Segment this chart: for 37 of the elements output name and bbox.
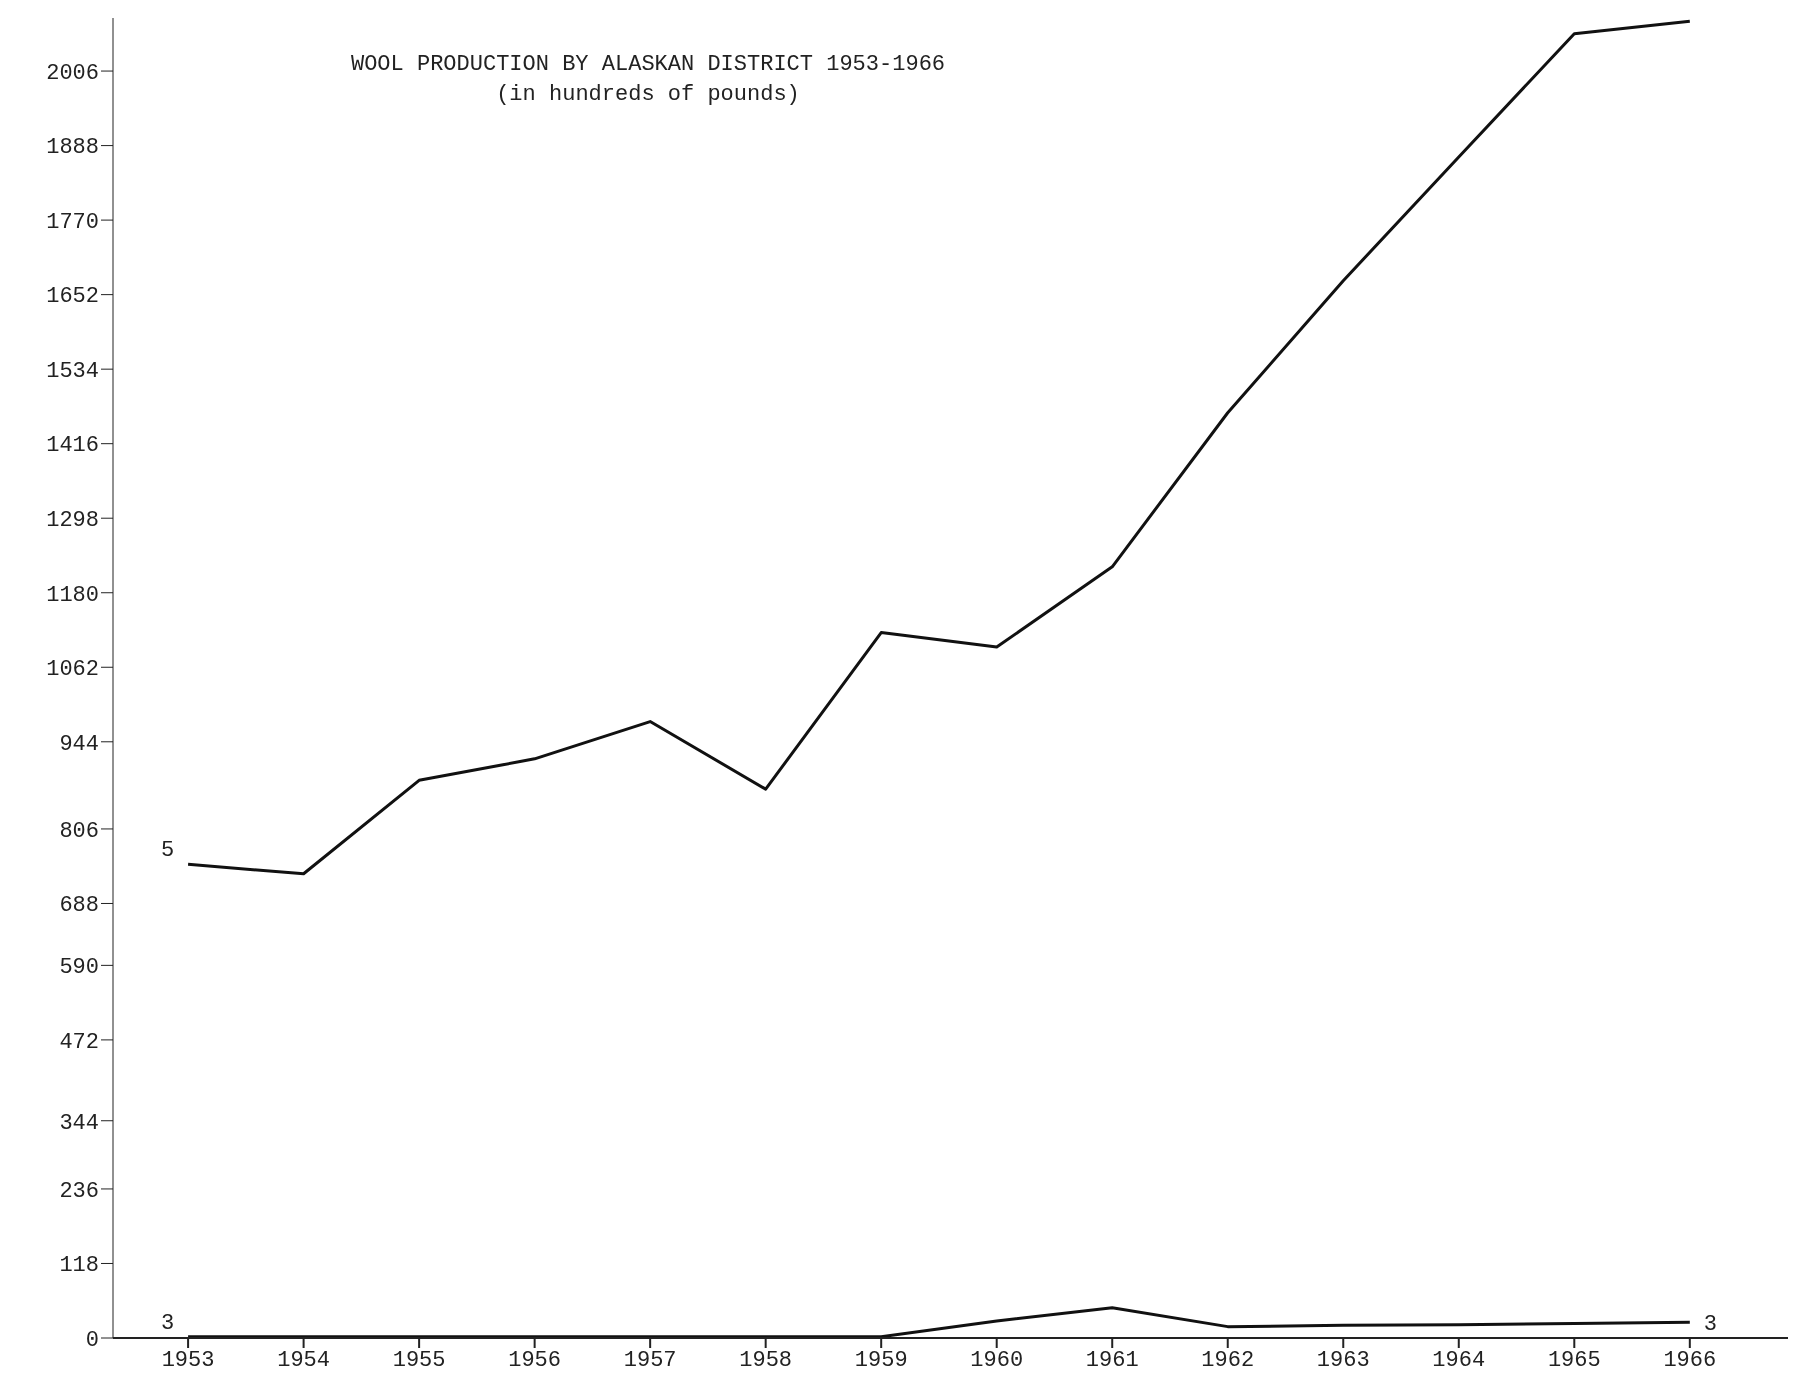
x-tick-label: 1961 [1085, 1347, 1139, 1373]
y-tick-label: 1062 [46, 657, 99, 683]
annotation: 3 [1703, 1312, 1718, 1338]
y-tick-label: 118 [59, 1253, 99, 1279]
x-tick-label: 1964 [1432, 1347, 1486, 1373]
y-tick-label: 590 [59, 955, 99, 981]
y-tick-label: 2006 [46, 60, 99, 86]
y-tick-label: 472 [59, 1029, 99, 1055]
y-tick-label: 1534 [46, 358, 99, 384]
x-tick-label: 1963 [1316, 1347, 1370, 1373]
y-tick-label: 806 [59, 818, 99, 844]
x-tick-label: 1962 [1201, 1347, 1255, 1373]
x-tick-label: 1954 [277, 1347, 331, 1373]
x-tick-label: 1966 [1663, 1347, 1717, 1373]
x-tick-label: 1960 [970, 1347, 1024, 1373]
series-label: 3 [160, 1310, 175, 1336]
series-label: 5 [160, 838, 175, 864]
text: WOOL PRODUCTION BY ALASKAN DISTRICT 1953-1966 [349, 51, 947, 79]
y-tick-label: 688 [59, 893, 99, 919]
x-tick-label: 1959 [854, 1347, 908, 1373]
y-tick-label: 1298 [46, 508, 99, 534]
x-tick-label: 1965 [1547, 1347, 1601, 1373]
x-tick-label: 1958 [739, 1347, 793, 1373]
y-tick-label: 344 [59, 1110, 99, 1136]
y-tick-label: 1652 [46, 284, 99, 310]
text: (in hundreds of pounds) [495, 81, 801, 109]
x-tick-label: 1957 [623, 1347, 677, 1373]
y-tick-label: 1416 [46, 433, 99, 459]
y-tick-label: 1770 [46, 209, 99, 235]
x-tick-label: 1953 [161, 1347, 215, 1373]
y-tick-label: 236 [59, 1178, 99, 1204]
y-tick-label: 1888 [46, 135, 99, 161]
y-tick-label: 944 [59, 731, 99, 757]
x-tick-label: 1955 [392, 1347, 446, 1373]
y-tick-label: 1180 [46, 582, 99, 608]
y-tick-label: 0 [85, 1327, 99, 1353]
x-tick-label: 1956 [508, 1347, 562, 1373]
